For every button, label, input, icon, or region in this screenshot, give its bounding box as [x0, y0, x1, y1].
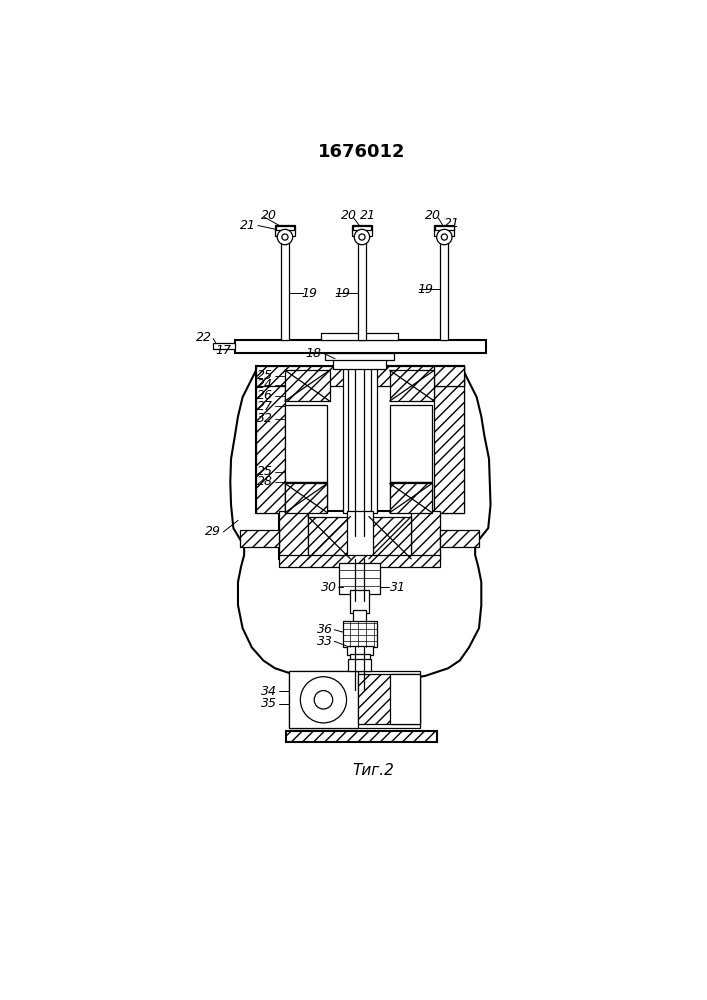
Bar [279, 511, 440, 559]
Bar [325, 353, 395, 360]
Bar [348, 659, 371, 671]
Bar [285, 370, 329, 401]
Bar [346, 646, 373, 655]
Text: 34: 34 [262, 685, 277, 698]
Bar [214, 343, 235, 349]
Bar [411, 511, 440, 559]
Text: 33: 33 [317, 635, 333, 648]
Text: 20: 20 [261, 209, 276, 222]
Bar [275, 229, 295, 235]
Circle shape [300, 677, 346, 723]
Bar [369, 517, 411, 559]
Text: 24: 24 [257, 378, 274, 391]
Polygon shape [230, 366, 491, 681]
Bar [279, 555, 440, 567]
Bar [440, 229, 448, 340]
Circle shape [277, 229, 293, 245]
Text: 18: 18 [305, 347, 321, 360]
Bar [354, 610, 366, 624]
Circle shape [282, 234, 288, 240]
Text: 20: 20 [425, 209, 440, 222]
Bar [288, 671, 358, 728]
Bar [256, 366, 464, 513]
Bar [348, 359, 371, 513]
Bar [351, 590, 369, 613]
Text: 22: 22 [196, 331, 212, 344]
Text: 25: 25 [257, 465, 274, 478]
Circle shape [437, 229, 452, 245]
Bar [390, 482, 432, 509]
Bar [285, 483, 327, 513]
Bar [256, 366, 285, 513]
Bar [334, 359, 386, 369]
Bar [339, 563, 380, 594]
Bar [285, 482, 327, 509]
Bar [435, 226, 454, 230]
Text: 19: 19 [334, 287, 350, 300]
Bar [256, 366, 464, 386]
Bar [358, 229, 366, 340]
Text: 17: 17 [215, 344, 231, 358]
Bar [343, 620, 377, 647]
Bar [275, 225, 295, 230]
Text: 1676012: 1676012 [318, 143, 406, 161]
Text: 30: 30 [320, 581, 337, 594]
Bar [276, 226, 294, 230]
Text: 19: 19 [417, 283, 433, 296]
Text: 21: 21 [360, 209, 375, 222]
Text: 28: 28 [257, 475, 274, 488]
Text: 29: 29 [205, 525, 221, 538]
Bar [308, 517, 351, 559]
Bar [434, 229, 455, 235]
Bar [240, 530, 279, 547]
Bar [353, 226, 371, 230]
Text: 20: 20 [341, 209, 357, 222]
Bar [390, 483, 432, 513]
Bar [321, 333, 398, 340]
Text: 19: 19 [302, 287, 317, 300]
Bar [354, 366, 464, 513]
Bar [279, 511, 308, 559]
Bar [352, 229, 372, 235]
Circle shape [441, 234, 448, 240]
Bar [346, 511, 373, 559]
Bar [286, 731, 437, 742]
Text: 21: 21 [240, 219, 256, 232]
Circle shape [359, 234, 365, 240]
Bar [390, 674, 420, 724]
Text: 35: 35 [262, 697, 277, 710]
Text: 26: 26 [257, 389, 274, 402]
Bar [285, 405, 327, 482]
Bar [350, 654, 370, 663]
Text: Τиг.2: Τиг.2 [353, 763, 395, 778]
Bar [343, 359, 377, 513]
Bar [434, 366, 464, 386]
Circle shape [354, 229, 370, 245]
Bar [235, 340, 486, 353]
Bar [390, 370, 434, 401]
Text: 36: 36 [317, 623, 333, 636]
Text: 21: 21 [444, 217, 460, 230]
Bar [281, 229, 288, 340]
Bar [352, 225, 372, 230]
Bar [288, 671, 420, 728]
Bar [358, 674, 420, 724]
Bar [434, 225, 455, 230]
Circle shape [314, 691, 333, 709]
Text: 32: 32 [257, 412, 274, 425]
Text: 25: 25 [257, 369, 274, 382]
Bar [434, 366, 464, 513]
Bar [440, 530, 479, 547]
Bar [390, 405, 432, 482]
Text: 27: 27 [257, 400, 274, 413]
Text: 31: 31 [390, 581, 407, 594]
